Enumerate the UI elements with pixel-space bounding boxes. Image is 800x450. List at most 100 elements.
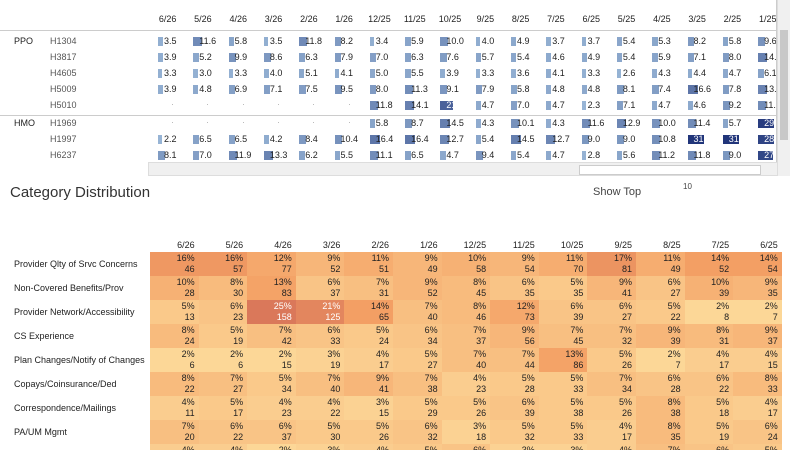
data-bar — [722, 37, 729, 46]
data-bar — [546, 53, 552, 62]
count-label: 38 — [427, 384, 438, 394]
plan-table: 6/26 5/26 4/26 3/26 2/26 1/26 12/25 11/25 10/25 9… — [0, 0, 777, 162]
pct-label: 5% — [230, 397, 244, 407]
heat-cell — [587, 276, 636, 300]
v-scrollbar[interactable] — [777, 0, 790, 176]
category-label: Provider Network/Accessibility — [14, 307, 135, 317]
count-label: 24 — [767, 432, 778, 442]
cell-value: 5.8 — [375, 118, 389, 128]
empty-cell — [242, 104, 244, 105]
column-header: 8/25 — [511, 14, 530, 24]
data-bar — [687, 69, 693, 78]
heat-cell — [636, 348, 685, 372]
pct-label: 9% — [667, 325, 681, 335]
pct-label: 12% — [516, 301, 535, 311]
count-label: 26 — [621, 408, 632, 418]
data-bar — [334, 53, 342, 62]
count-label: 57 — [233, 264, 244, 274]
cell-value: 4.7 — [552, 100, 565, 110]
pct-label: 7% — [375, 277, 389, 287]
data-bar — [722, 151, 730, 160]
data-bar — [228, 37, 235, 46]
data-bar — [369, 101, 379, 110]
data-bar — [546, 37, 551, 46]
cell-value: 12.9 — [622, 118, 641, 128]
data-bar — [546, 101, 552, 110]
cell-value: 4.2 — [269, 134, 283, 144]
cell-value: 5.4 — [622, 36, 636, 46]
group-label: PPO — [14, 36, 34, 46]
data-bar — [299, 85, 306, 94]
data-bar — [405, 119, 412, 128]
cell-value: 4.6 — [552, 52, 565, 62]
empty-cell — [172, 122, 173, 123]
cell-value: 5.4 — [622, 52, 636, 62]
data-bar — [616, 101, 624, 110]
count-label: 34 — [281, 384, 292, 394]
heat-cell — [344, 252, 393, 276]
show-top-value[interactable]: 10 — [683, 182, 692, 191]
pct-label: 5% — [764, 445, 778, 450]
heat-cell — [636, 276, 685, 300]
cell-value: 11.1 — [375, 150, 393, 160]
count-label: 45 — [476, 288, 487, 298]
pct-label: 9% — [424, 253, 438, 263]
pct-label: 6% — [716, 373, 730, 383]
empty-cell — [348, 104, 350, 105]
count-label: 6 — [238, 360, 244, 370]
data-bar — [299, 53, 306, 62]
cell-value: 9.5 — [340, 84, 354, 94]
count-label: 32 — [621, 336, 632, 346]
heat-cell — [150, 444, 199, 450]
h-scrollbar[interactable] — [148, 162, 778, 176]
heat-cell — [733, 276, 782, 300]
count-label: 49 — [670, 264, 681, 274]
cell-value: 11.8 — [305, 36, 323, 46]
data-bar — [193, 53, 199, 62]
heat-cell — [490, 300, 539, 324]
pct-label: 5% — [521, 421, 535, 431]
pct-label: 7% — [327, 373, 341, 383]
cell-value: 8.0 — [375, 84, 389, 94]
cell-value: 2.3 — [587, 100, 601, 110]
cell-value: 6.9 — [234, 84, 248, 94]
count-label: 38 — [573, 408, 584, 418]
cell-value: 14.5 — [517, 134, 535, 144]
column-header: 11/25 — [403, 14, 426, 24]
cell-value: 11.6 — [199, 36, 217, 46]
pct-label: 2% — [181, 349, 195, 359]
cell-value: 6.5 — [234, 134, 248, 144]
heat-cell — [247, 372, 296, 396]
cell-value: 10.1 — [517, 118, 535, 128]
cell-value: 2.6 — [622, 68, 636, 78]
data-bar — [722, 101, 730, 110]
pct-label: 2% — [764, 301, 778, 311]
empty-cell — [242, 122, 244, 123]
heat-cell — [393, 324, 442, 348]
heat-cell — [150, 396, 199, 420]
cell-value: 7.1 — [693, 52, 707, 62]
pct-label: 5% — [375, 325, 389, 335]
count-label: 26 — [378, 432, 389, 442]
cell-value: 2.8 — [587, 150, 601, 160]
category-label: Copays/Coinsurance/Ded — [14, 379, 117, 389]
count-label: 35 — [670, 432, 681, 442]
data-bar — [546, 135, 555, 144]
count-label: 23 — [476, 384, 487, 394]
cell-value: 3.3 — [587, 68, 601, 78]
column-header: 7/25 — [547, 14, 565, 24]
count-label: 39 — [524, 408, 535, 418]
cell-value: 5.5 — [340, 150, 354, 160]
heat-cell — [490, 324, 539, 348]
data-bar — [405, 37, 411, 46]
heat-column-header: 8/25 — [663, 240, 681, 250]
count-label: 31 — [719, 336, 730, 346]
heat-cell — [393, 276, 442, 300]
pct-label: 4% — [278, 397, 292, 407]
heat-cell — [587, 324, 636, 348]
count-label: 52 — [330, 264, 341, 274]
pct-label: 2% — [667, 349, 681, 359]
heat-cell — [684, 372, 734, 396]
heat-column-header: 10/25 — [560, 240, 584, 250]
count-label: 46 — [476, 312, 487, 322]
